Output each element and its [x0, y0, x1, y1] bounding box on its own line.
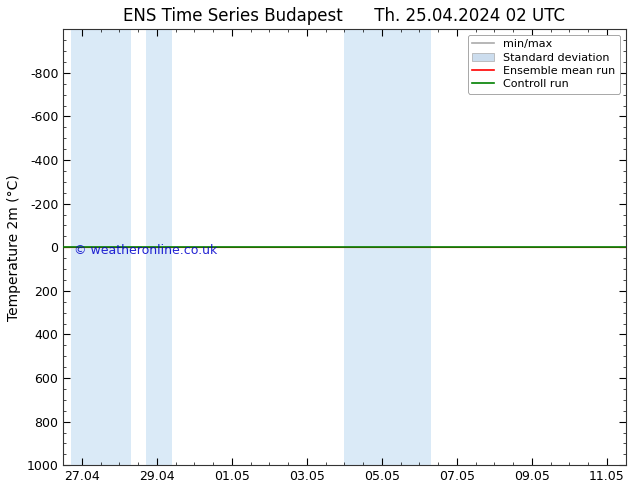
Title: ENS Time Series Budapest      Th. 25.04.2024 02 UTC: ENS Time Series Budapest Th. 25.04.2024 … [124, 7, 566, 25]
Bar [344, 29, 430, 465]
Y-axis label: Temperature 2m (°C): Temperature 2m (°C) [7, 174, 21, 320]
Legend: min/max, Standard deviation, Ensemble mean run, Controll run: min/max, Standard deviation, Ensemble me… [468, 35, 620, 94]
Bar [146, 29, 172, 465]
Text: © weatheronline.co.uk: © weatheronline.co.uk [74, 244, 217, 257]
Bar [71, 29, 131, 465]
